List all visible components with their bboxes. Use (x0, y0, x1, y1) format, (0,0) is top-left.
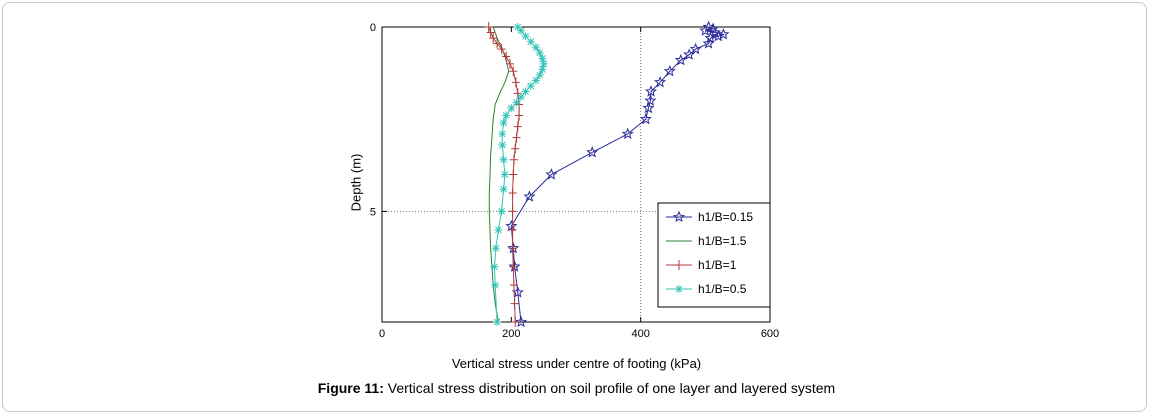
data-point-0 (639, 112, 652, 125)
data-point-2 (497, 44, 506, 55)
data-point-3 (538, 65, 547, 74)
data-point-3 (531, 43, 540, 52)
data-point-3 (499, 118, 508, 127)
data-point-2 (509, 261, 518, 272)
data-point-2 (512, 132, 521, 143)
data-point-0 (642, 101, 655, 114)
data-point-0 (712, 29, 725, 42)
data-point-3 (513, 23, 522, 31)
legend-label: h1/B=1.5 (698, 234, 747, 248)
data-point-3 (493, 318, 502, 326)
y-tick-label: 5 (370, 206, 376, 218)
data-point-0 (523, 190, 536, 202)
data-point-3 (497, 207, 506, 216)
data-point-3 (490, 262, 499, 271)
data-point-2 (513, 121, 522, 132)
data-point-0 (545, 168, 558, 180)
data-point-3 (521, 32, 530, 41)
data-point-3 (539, 59, 548, 68)
x-tick-label: 600 (761, 328, 779, 340)
data-point-0 (621, 127, 634, 140)
data-point-2 (484, 22, 493, 32)
x-tick-label: 200 (502, 328, 520, 340)
data-point-2 (510, 298, 519, 309)
data-point-2 (502, 51, 511, 62)
caption-text: Vertical stress distribution on soil pro… (383, 380, 836, 396)
data-point-2 (486, 27, 495, 38)
data-point-2 (508, 224, 517, 235)
data-point-3 (526, 82, 535, 90)
x-tick-label: 400 (631, 328, 649, 340)
legend-label: h1/B=0.5 (698, 282, 747, 296)
data-point-3 (512, 98, 521, 107)
data-point-3 (500, 170, 509, 179)
data-point-2 (509, 169, 518, 180)
caption-label: Figure 11: (317, 380, 384, 396)
data-point-3 (531, 76, 540, 85)
data-point-0 (702, 37, 715, 49)
data-point-2 (508, 206, 517, 217)
data-point-0 (689, 42, 702, 55)
plot-area (381, 26, 771, 323)
legend-marker (675, 285, 683, 293)
data-point-3 (526, 37, 535, 46)
data-point-2 (511, 317, 520, 327)
data-point-3 (521, 87, 530, 96)
data-point-2 (509, 280, 518, 291)
y-tick-label: 0 (370, 22, 376, 34)
data-point-3 (498, 129, 507, 138)
data-point-0 (699, 24, 712, 36)
data-point-3 (517, 26, 526, 35)
data-point-2 (489, 33, 498, 44)
data-point-2 (515, 110, 524, 121)
data-point-3 (517, 93, 526, 102)
data-point-2 (511, 77, 520, 88)
data-point-3 (538, 54, 547, 63)
data-point-0 (717, 28, 730, 40)
data-point-2 (506, 58, 515, 69)
data-point-0 (683, 48, 696, 60)
x-tick-label: 0 (379, 328, 385, 340)
legend-marker (672, 210, 686, 223)
data-point-0 (663, 64, 676, 77)
data-point-3 (502, 111, 511, 120)
data-point-2 (509, 154, 518, 165)
data-point-0 (654, 75, 667, 88)
data-point-2 (509, 66, 518, 77)
data-point-3 (498, 141, 507, 149)
data-point-3 (499, 185, 508, 194)
data-point-0 (645, 85, 658, 97)
legend-label: h1/B=1 (698, 258, 737, 272)
data-point-3 (494, 225, 503, 234)
data-point-3 (507, 104, 516, 113)
data-point-0 (508, 260, 521, 272)
data-point-2 (508, 187, 517, 198)
data-point-0 (507, 241, 520, 254)
data-point-0 (505, 219, 518, 232)
data-point-0 (704, 31, 717, 44)
data-point-3 (535, 48, 544, 57)
data-point-3 (491, 244, 500, 253)
data-point-0 (515, 315, 528, 328)
y-axis-label: Depth (m) (348, 153, 364, 212)
data-point-2 (511, 143, 520, 154)
data-point-3 (535, 70, 544, 79)
data-point-2 (493, 38, 502, 49)
figure-frame (2, 2, 1147, 412)
x-axis-label: Vertical stress under centre of footing … (451, 356, 702, 371)
data-point-2 (508, 243, 517, 254)
data-point-0 (586, 146, 599, 158)
data-point-0 (674, 53, 687, 66)
figure-caption: Figure 11: Vertical stress distribution … (0, 380, 1153, 396)
data-point-3 (491, 281, 500, 290)
data-point-3 (499, 155, 508, 164)
legend-label: h1/B=0.15 (698, 210, 753, 224)
legend-marker (675, 260, 683, 270)
data-point-0 (644, 94, 657, 106)
